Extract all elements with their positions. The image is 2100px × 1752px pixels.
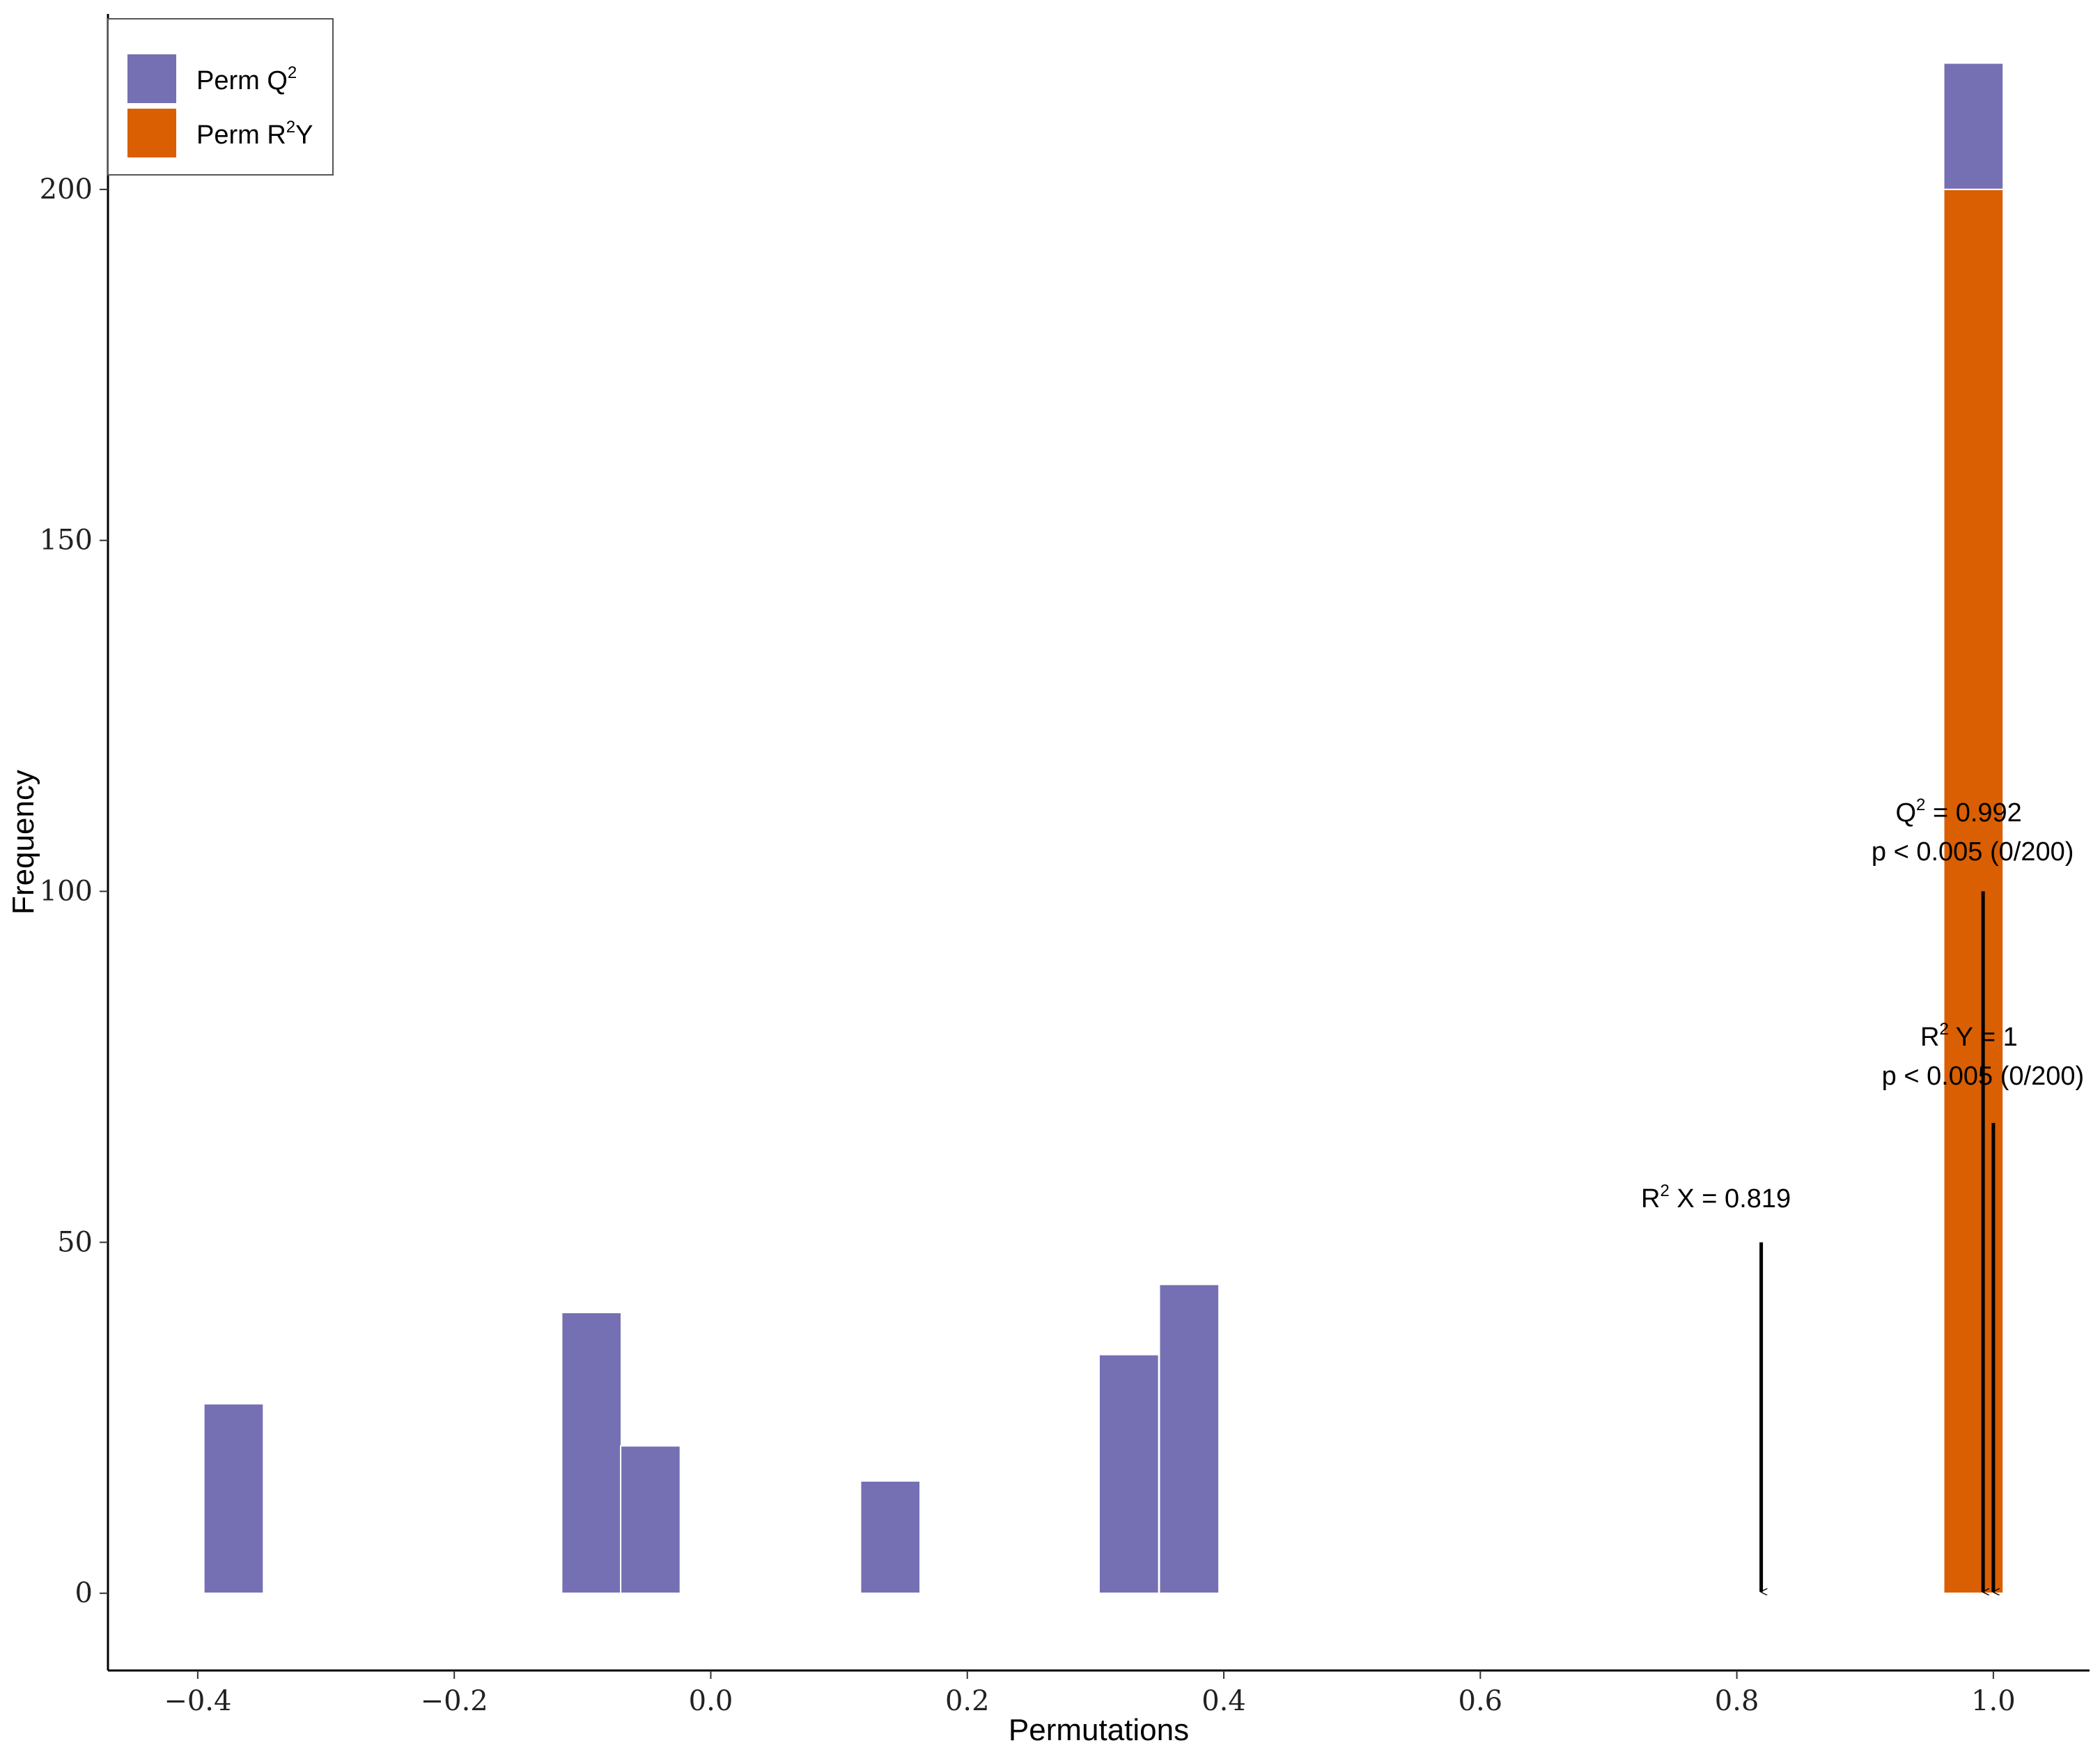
legend-label-1: Perm R2Y <box>196 118 313 150</box>
bar-perm-q2-6 <box>1943 62 2005 190</box>
x-tick-label-4: 0.4 <box>1201 1685 1246 1717</box>
y-tick-label-200: 200 <box>40 173 93 206</box>
legend-key-0 <box>127 54 176 103</box>
legend: Perm Q2 Perm R2Y <box>107 18 334 176</box>
y-tick-label-100: 100 <box>40 876 93 908</box>
annotation-label-0: R2 X = 0.819 <box>1641 1181 1791 1214</box>
bar-perm-q2-1 <box>561 1312 623 1595</box>
y-axis-title: Frequency <box>6 770 40 915</box>
annotation-label-1: Q2 = 0.992 <box>1895 796 2021 828</box>
bar-perm-q2-5 <box>1158 1283 1220 1595</box>
annotation-pvalue-2: p < 0.005 (0/200) <box>1882 1062 2085 1091</box>
x-tick-label-0: −0.4 <box>164 1685 231 1717</box>
x-tick-label-7: 1.0 <box>1971 1685 2016 1717</box>
x-tick-label-3: 0.2 <box>945 1685 990 1717</box>
bar-perm-q2-2 <box>620 1445 681 1595</box>
y-tick-label-50: 50 <box>57 1226 93 1258</box>
x-tick-label-1: −0.2 <box>421 1685 488 1717</box>
legend-key-1 <box>127 109 176 157</box>
annotation-pvalue-1: p < 0.005 (0/200) <box>1872 837 2074 867</box>
legend-label-0: Perm Q2 <box>196 63 297 95</box>
annotation-label-2: R2 Y = 1 <box>1920 1020 2018 1052</box>
x-tick-label-6: 0.8 <box>1715 1685 1759 1717</box>
bar-perm-q2-4 <box>1098 1354 1160 1595</box>
x-tick-label-2: 0.0 <box>689 1685 733 1717</box>
bar-perm-q2-3 <box>860 1480 921 1595</box>
bar-perm-q2-0 <box>203 1403 265 1595</box>
x-tick-label-5: 0.6 <box>1459 1685 1503 1717</box>
y-tick-label-150: 150 <box>40 525 93 557</box>
y-tick-label-0: 0 <box>75 1577 93 1609</box>
x-axis-title: Permutations <box>1009 1713 1189 1747</box>
